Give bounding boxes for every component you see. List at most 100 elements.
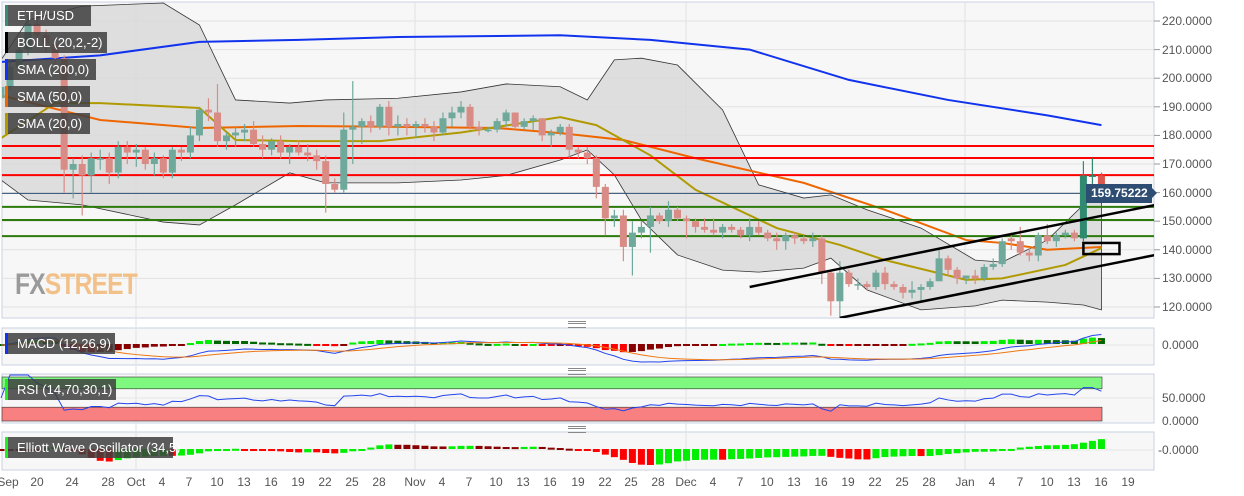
- macd-histogram-bar: [980, 341, 988, 344]
- candle-body: [962, 275, 970, 279]
- ewo-histogram-bar: [935, 449, 943, 456]
- ewo-histogram-bar: [268, 449, 276, 452]
- macd-histogram-bar: [836, 344, 844, 346]
- macd-histogram-bar: [710, 344, 718, 346]
- candle-body: [349, 126, 357, 130]
- legend-sma200[interactable]: SMA (200,0): [5, 59, 96, 80]
- macd-histogram-bar: [674, 344, 681, 347]
- candle: [737, 226, 745, 239]
- candle: [854, 278, 862, 290]
- candle-body: [538, 118, 546, 136]
- legend-color-swatch: [5, 5, 8, 26]
- ewo-histogram-bar: [890, 449, 898, 457]
- candle: [674, 206, 681, 222]
- panel-resize-handle[interactable]: [568, 321, 586, 328]
- macd-histogram-bar: [719, 343, 727, 346]
- candle: [791, 232, 799, 245]
- macd-histogram-bar: [241, 341, 249, 344]
- macd-histogram-bar: [439, 342, 447, 345]
- ewo-histogram-bar: [637, 449, 645, 465]
- macd-histogram-bar: [295, 343, 303, 346]
- candle: [646, 206, 654, 253]
- ewo-histogram-bar: [295, 449, 303, 453]
- candle: [177, 146, 185, 162]
- ewo-histogram-bar: [502, 447, 510, 450]
- candle-body: [213, 112, 221, 142]
- macd-histogram-bar: [692, 344, 700, 346]
- legend-boll[interactable]: BOLL (20,2,-2): [5, 32, 107, 53]
- candle-body: [241, 129, 249, 133]
- candle-body: [881, 272, 889, 285]
- candle-body: [917, 286, 925, 290]
- macd-signal-line: [0, 339, 1102, 361]
- legend-ewo[interactable]: Elliott Wave Oscillator (34,5): [5, 437, 181, 458]
- legend-sma20[interactable]: SMA (20,0): [5, 113, 90, 134]
- ewo-histogram-bar: [412, 445, 420, 449]
- candle-body: [457, 106, 465, 113]
- ewo-histogram-bar: [674, 449, 681, 462]
- legend-macd[interactable]: MACD (12,26,9): [5, 333, 115, 354]
- macd-histogram-bar: [1079, 338, 1087, 344]
- candle: [448, 106, 456, 127]
- ewo-histogram-bar: [204, 449, 212, 452]
- macd-histogram-bar: [962, 341, 970, 344]
- ewo-histogram-bar: [394, 444, 402, 449]
- ewo-histogram-bar: [385, 444, 393, 449]
- macd-histogram-bar: [971, 341, 979, 344]
- ewo-histogram-bar: [601, 449, 609, 455]
- legend-sma50[interactable]: SMA (50,0): [5, 86, 90, 107]
- ewo-histogram-bar: [195, 449, 203, 454]
- candle: [683, 215, 691, 239]
- time-axis-label: 13: [516, 475, 530, 489]
- candle: [87, 152, 95, 193]
- macd-histogram-bar: [349, 342, 357, 345]
- macd-histogram-bar: [223, 340, 230, 344]
- ewo-histogram-bar: [971, 449, 979, 452]
- time-axis-label: 22: [318, 475, 332, 489]
- ewo-histogram-bar: [439, 446, 447, 449]
- price-axis-label: 180.0000: [1162, 128, 1213, 143]
- ewo-histogram-bar: [773, 449, 781, 458]
- panel-resize-handle[interactable]: [568, 426, 586, 433]
- ewo-histogram-bar: [277, 449, 285, 452]
- macd-histogram-bar: [1016, 339, 1024, 344]
- ewo-histogram-bar: [998, 449, 1006, 451]
- candle-body: [1043, 235, 1051, 242]
- candle-body: [385, 106, 393, 127]
- macd-histogram-bar: [800, 342, 808, 345]
- macd-histogram-bar: [475, 343, 483, 346]
- candle-body: [980, 266, 988, 279]
- macd-histogram-bar: [511, 343, 519, 346]
- rsi-oversold-zone: [1, 406, 1103, 422]
- candle: [493, 118, 501, 133]
- price-axis-label: 160.0000: [1162, 185, 1213, 200]
- legend-symbol[interactable]: ETH/USD: [5, 5, 91, 26]
- legend-rsi[interactable]: RSI (14,70,30,1): [5, 379, 116, 400]
- ewo-histogram-bar: [232, 448, 240, 451]
- candle-body: [177, 149, 185, 153]
- candle-body: [304, 152, 312, 156]
- candle: [286, 143, 294, 164]
- panel-resize-handle[interactable]: [568, 368, 586, 375]
- ewo-histogram-bar: [701, 449, 709, 460]
- time-axis-label: 22: [598, 475, 612, 489]
- ewo-histogram-bar: [484, 446, 492, 449]
- macd-histogram-bar: [854, 344, 862, 346]
- candle-body: [710, 229, 718, 233]
- macd-histogram-bar: [890, 344, 898, 346]
- time-axis-label: 4: [988, 475, 996, 489]
- macd-histogram-bar: [583, 344, 591, 347]
- macd-histogram-bar: [186, 343, 194, 346]
- candle-body: [502, 112, 510, 122]
- candle-body: [944, 258, 952, 270]
- candle: [583, 146, 591, 164]
- ewo-histogram-bar: [710, 449, 718, 460]
- candle: [223, 132, 230, 150]
- candle-body: [592, 158, 600, 187]
- candle: [403, 118, 411, 136]
- candle: [764, 229, 772, 242]
- ewo-axis-label: -0.0000: [1158, 443, 1199, 457]
- candle: [1007, 232, 1015, 250]
- candle-body: [232, 132, 240, 136]
